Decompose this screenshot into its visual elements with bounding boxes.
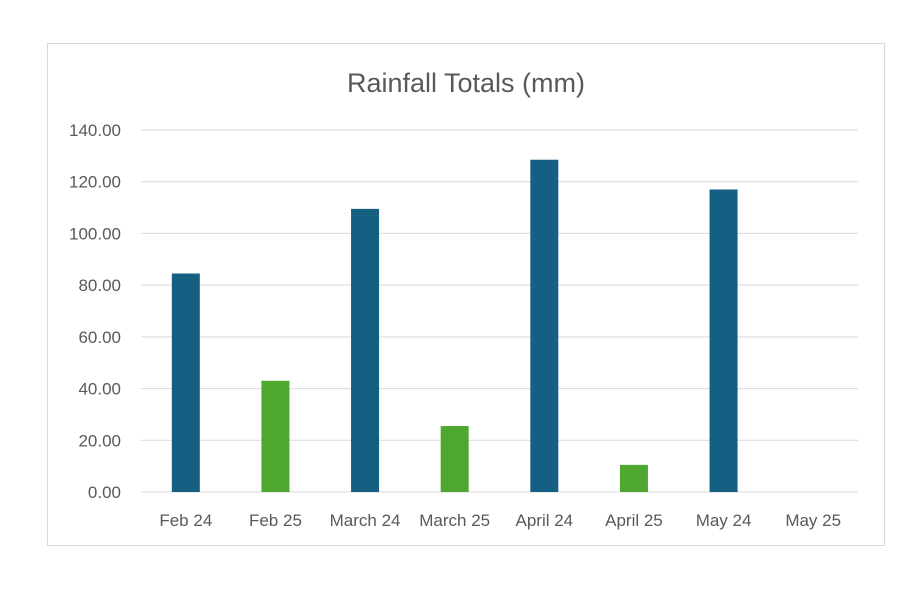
bar-feb-25 [261, 380, 290, 492]
y-tick-label: 100.00 [69, 224, 121, 243]
x-tick-label: April 24 [515, 511, 573, 530]
bars [171, 159, 738, 492]
bar-may-24 [709, 189, 738, 492]
y-tick-label: 120.00 [69, 173, 121, 192]
x-axis-ticks: Feb 24 Feb 25 March 24 March 25 April 24 Apri… [159, 511, 841, 530]
bar-april-25 [619, 464, 648, 492]
x-tick-label: April 25 [605, 511, 663, 530]
y-tick-label: 60.00 [78, 328, 121, 347]
y-tick-label: 0.00 [88, 483, 121, 502]
x-tick-label: Feb 25 [249, 511, 302, 530]
y-tick-label: 40.00 [78, 380, 121, 399]
bar-feb-24 [171, 273, 200, 492]
bar-march-25 [440, 426, 469, 492]
x-tick-label: May 25 [785, 511, 841, 530]
x-tick-label: Feb 24 [159, 511, 212, 530]
x-tick-label: March 24 [330, 511, 401, 530]
x-tick-label: May 24 [696, 511, 752, 530]
chart-title: Rainfall Totals (mm) [347, 68, 585, 98]
y-tick-label: 80.00 [78, 276, 121, 295]
y-tick-label: 140.00 [69, 121, 121, 140]
y-tick-label: 20.00 [78, 431, 121, 450]
bar-april-24 [530, 159, 559, 492]
y-axis-ticks: 0.00 20.00 40.00 60.00 80.00 100.00 120.00 140.… [69, 121, 121, 502]
bar-march-24 [351, 208, 380, 492]
gridlines [141, 129, 858, 493]
x-tick-label: March 25 [419, 511, 490, 530]
